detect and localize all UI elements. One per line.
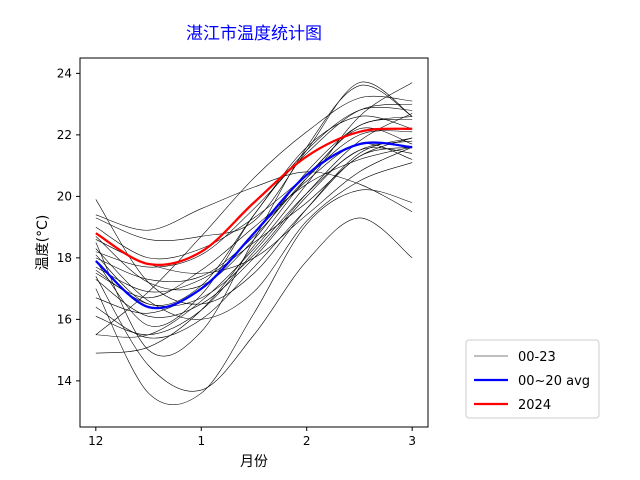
y-tick-label: 20 <box>57 189 72 203</box>
series-line-year-13 <box>95 82 413 338</box>
series-line-year-11 <box>95 107 413 327</box>
series-line-year-14 <box>95 162 413 320</box>
legend: 00-23 00~20 avg 2024 <box>465 339 600 419</box>
x-tick-label: 3 <box>408 434 416 448</box>
y-axis-label: 温度(°C) <box>35 215 51 271</box>
y-tick-label: 14 <box>57 374 72 388</box>
series-line-year-21 <box>95 146 413 339</box>
legend-label: 00~20 avg <box>518 374 590 389</box>
legend-label: 00-23 <box>518 350 556 365</box>
series-line-year-1 <box>95 137 413 305</box>
x-tick-label: 2 <box>303 434 311 448</box>
y-axis: 14 16 18 20 22 24 <box>57 66 80 388</box>
series-line-avg <box>95 141 413 310</box>
y-tick-label: 22 <box>57 128 72 142</box>
plot-frame <box>79 57 429 428</box>
x-axis-label: 月份 <box>240 454 268 470</box>
series-line-year-18 <box>95 116 413 291</box>
y-tick-label: 18 <box>57 251 72 265</box>
series-line-year-4 <box>95 95 413 335</box>
series-line-year-3 <box>95 189 413 406</box>
chart-title: 湛江市温度统计图 <box>186 24 322 44</box>
x-axis: 12 1 2 3 <box>88 427 416 448</box>
series-line-year-8 <box>95 146 413 299</box>
x-tick-label: 1 <box>197 434 205 448</box>
legend-label: 2024 <box>518 398 551 413</box>
series-line-year-6 <box>95 127 413 260</box>
x-tick-label: 12 <box>88 434 103 448</box>
series-layer <box>95 81 413 406</box>
series-line-year-5 <box>95 81 413 241</box>
series-line-highlight <box>95 127 413 266</box>
series-line-year-17 <box>95 171 413 231</box>
y-tick-label: 24 <box>57 66 72 80</box>
y-tick-label: 16 <box>57 312 72 326</box>
series-line-year-20 <box>95 130 413 283</box>
series-line-year-12 <box>95 217 413 392</box>
series-line-year-22 <box>95 113 413 307</box>
legend-box <box>465 339 600 419</box>
series-line-year-10 <box>95 143 413 314</box>
series-line-year-7 <box>95 115 413 306</box>
series-line-year-24 <box>95 147 413 318</box>
